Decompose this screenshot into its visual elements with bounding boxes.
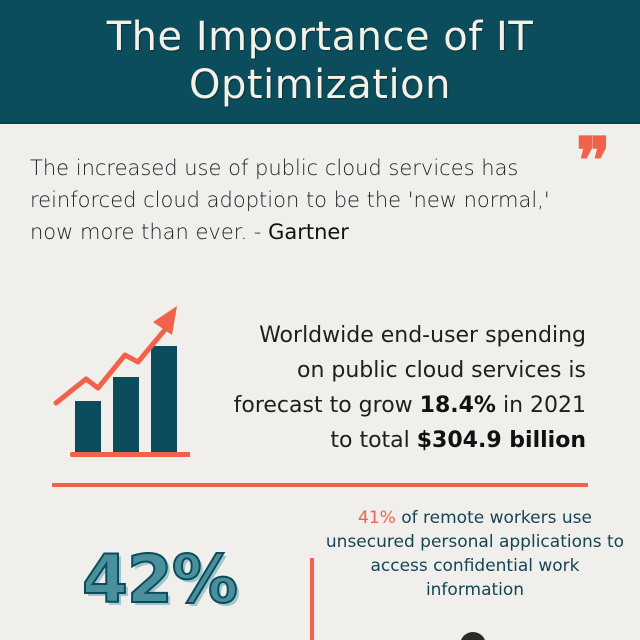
- gartner-quote: The increased use of public cloud servic…: [30, 152, 590, 248]
- remote-pct: 41%: [358, 508, 396, 528]
- total-value: $304.9 billion: [416, 428, 586, 453]
- page-title-line1: The Importance of IT: [106, 14, 534, 60]
- horizontal-divider: [52, 483, 588, 487]
- spending-line4: to total $304.9 billion: [330, 428, 586, 453]
- remote-workers-stat: 41% of remote workers use unsecured pers…: [320, 506, 630, 602]
- cropped-text-fragment: [30, 634, 180, 640]
- quote-source: Gartner: [268, 220, 349, 244]
- page-title-line2: Optimization: [189, 62, 451, 108]
- quote-text: The increased use of public cloud servic…: [30, 156, 550, 244]
- big-stat-value: 42%: [81, 540, 239, 619]
- growth-value: 18.4%: [419, 393, 496, 418]
- growth-chart-icon: [53, 306, 190, 457]
- remote-text: of remote workers use unsecured personal…: [325, 508, 625, 600]
- header-banner: The Importance of IT Optimization: [0, 0, 640, 124]
- person-icon: [460, 632, 486, 640]
- spending-line1: Worldwide end-user spending: [259, 323, 586, 348]
- quote-mark-icon: ❞: [576, 124, 611, 199]
- vertical-divider: [310, 558, 314, 640]
- spending-line2: on public cloud services is: [297, 358, 586, 383]
- spending-line3: forecast to grow 18.4% in 2021: [233, 393, 586, 418]
- cloud-spending-stat: Worldwide end-user spending on public cl…: [206, 318, 586, 458]
